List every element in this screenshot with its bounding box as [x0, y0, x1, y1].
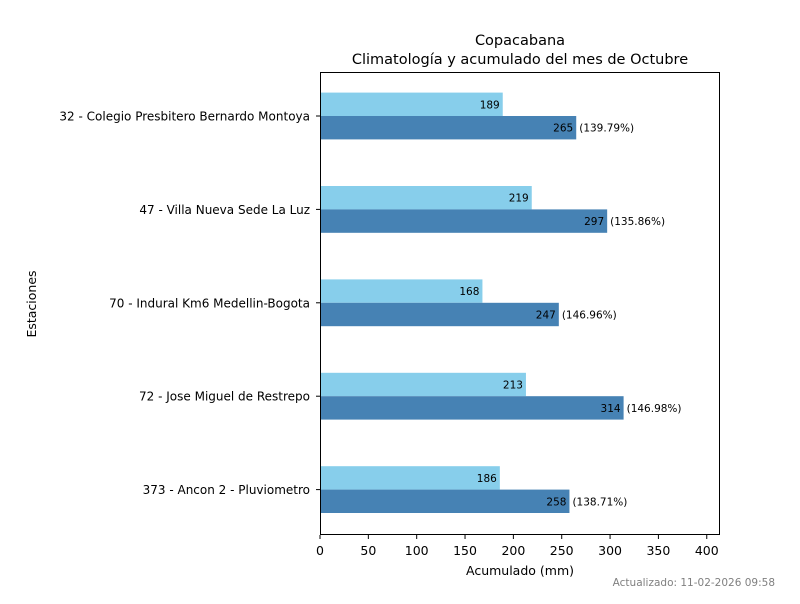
- bar-value-label-acumulado: 258: [546, 496, 566, 508]
- bar-value-label-climatologia: 186: [477, 473, 497, 485]
- y-tick-labels: 32 - Colegio Presbitero Bernardo Montoya…: [59, 110, 320, 497]
- chart-title-line-2: Climatología y acumulado del mes de Octu…: [352, 52, 688, 68]
- x-ticks: 0 50 100 150 200 250 300 350 400: [316, 535, 719, 558]
- x-tick-label: 300: [598, 543, 622, 558]
- bar-value-label-climatologia: 168: [459, 286, 479, 298]
- x-axis-label: Acumulado (mm): [466, 563, 574, 578]
- x-tick-label: 400: [695, 543, 719, 558]
- bar-climatologia: [320, 186, 532, 210]
- y-tick-label: 32 - Colegio Presbitero Bernardo Montoya: [59, 110, 310, 124]
- bars-layer: 189 265 (139.79%) 219 297 (135.86%) 168 247 (146…: [320, 92, 682, 513]
- bar-acumulado: [320, 209, 608, 233]
- x-tick-label: 50: [360, 543, 376, 558]
- bar-climatologia: [320, 372, 526, 397]
- bar-value-label-climatologia: 219: [509, 193, 529, 205]
- y-tick-label: 47 - Villa Nueva Sede La Luz: [139, 203, 310, 217]
- chart-title-line-1: Copacabana: [475, 33, 565, 49]
- y-axis-label: Estaciones: [24, 270, 39, 337]
- x-tick-label: 350: [646, 543, 670, 558]
- x-tick-label: 200: [501, 543, 525, 558]
- bar-value-label-acumulado: 314: [601, 403, 621, 415]
- bar-percent-label: (135.86%): [610, 216, 665, 228]
- bar-acumulado: [320, 116, 577, 140]
- bar-climatologia: [320, 279, 483, 303]
- bar-value-label-acumulado: 265: [553, 123, 573, 135]
- bar-percent-label: (139.79%): [579, 123, 634, 135]
- x-tick-label: 150: [453, 543, 477, 558]
- bar-percent-label: (138.71%): [572, 496, 627, 508]
- bar-value-label-acumulado: 247: [536, 310, 556, 322]
- bar-percent-label: (146.98%): [627, 403, 682, 415]
- x-tick-label: 0: [316, 543, 324, 558]
- x-tick-label: 100: [405, 543, 429, 558]
- bar-acumulado: [320, 396, 624, 420]
- x-tick-label: 250: [550, 543, 574, 558]
- y-tick-label: 373 - Ancon 2 - Pluviometro: [143, 483, 310, 497]
- bar-percent-label: (146.96%): [562, 310, 617, 322]
- bar-climatologia: [320, 466, 500, 490]
- bar-acumulado: [320, 302, 559, 327]
- y-tick-label: 72 - Jose Miguel de Restrepo: [139, 390, 310, 404]
- y-tick-label: 70 - Indural Km6 Medellin-Bogota: [109, 296, 310, 310]
- plot-frame: [320, 72, 720, 535]
- bar-climatologia: [320, 92, 503, 116]
- bar-value-label-climatologia: 213: [503, 380, 523, 392]
- bar-acumulado: [320, 489, 570, 513]
- updated-timestamp: Actualizado: 11-02-2026 09:58: [613, 577, 775, 589]
- bar-value-label-climatologia: 189: [480, 99, 500, 111]
- bar-value-label-acumulado: 297: [584, 216, 604, 228]
